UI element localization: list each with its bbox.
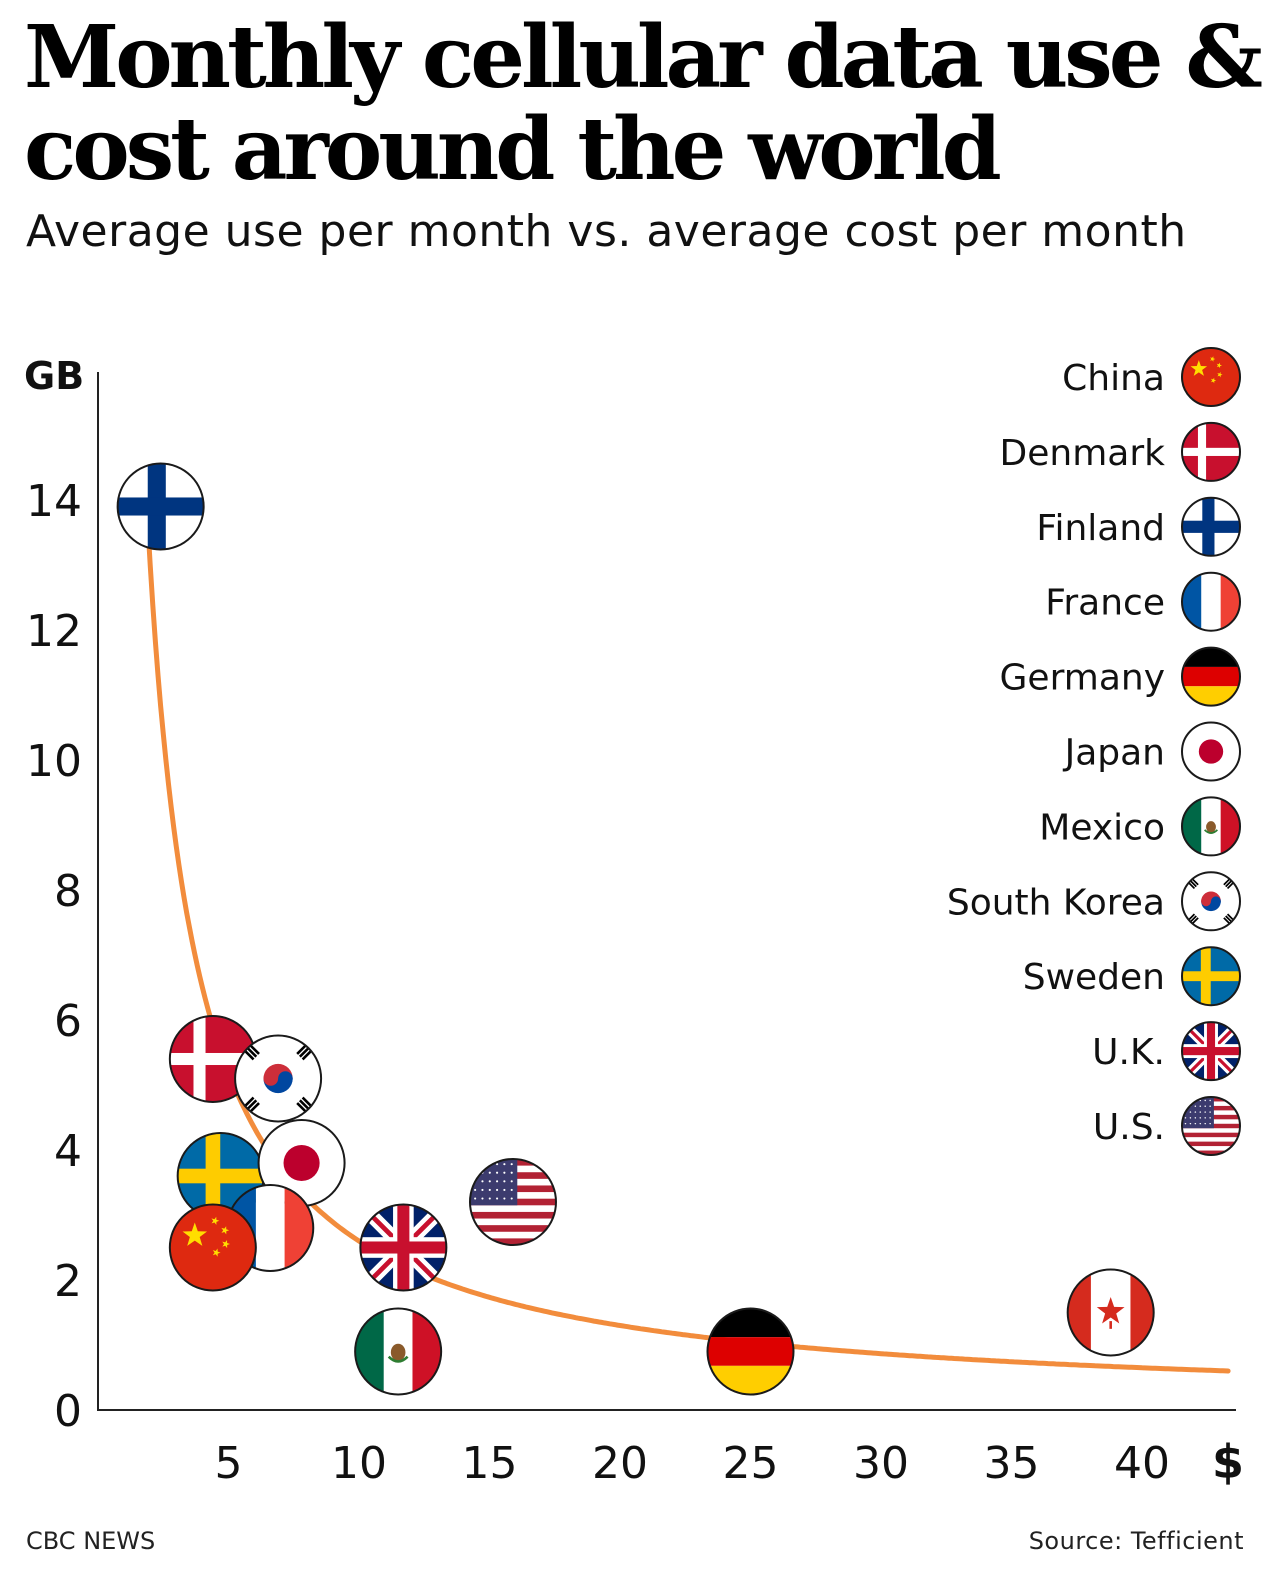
legend-label: France <box>1045 583 1165 624</box>
y-tick-label: 2 <box>54 1256 82 1307</box>
x-tick-label: 20 <box>592 1438 648 1489</box>
legend-item: Japan <box>1063 721 1241 782</box>
chart-title: Monthly cellular data use & cost around … <box>24 7 1263 200</box>
y-tick-label: 6 <box>54 996 82 1047</box>
legend-label: U.K. <box>1092 1032 1165 1073</box>
uk-flag-icon <box>359 1203 448 1292</box>
legend-label: Finland <box>1036 508 1165 549</box>
trend-curve <box>142 468 1231 1374</box>
legend-item: China <box>1062 347 1241 407</box>
legend-item: U.S. <box>1093 1096 1241 1156</box>
legend-item: France <box>1045 571 1241 632</box>
legend-label: Japan <box>1063 733 1165 774</box>
legend-mexico-flag-icon <box>1181 796 1241 857</box>
legend-item: Sweden <box>1023 946 1241 1007</box>
x-tick-label: 25 <box>723 1438 779 1489</box>
legend-label: South Korea <box>947 882 1165 923</box>
x-tick-label: 40 <box>1114 1438 1170 1489</box>
us-flag-icon <box>468 1158 557 1246</box>
finland-flag-icon <box>116 462 205 551</box>
china-flag-icon <box>168 1203 257 1292</box>
legend-item: U.K. <box>1092 1021 1241 1082</box>
x-tick-label: 35 <box>984 1438 1040 1489</box>
south-korea-flag-icon <box>234 1034 323 1123</box>
y-tick-label: 12 <box>26 606 82 657</box>
legend-label: Mexico <box>1039 807 1165 848</box>
legend-china-flag-icon <box>1181 347 1241 407</box>
legend-label: China <box>1062 358 1165 399</box>
legend-denmark-flag-icon <box>1181 421 1241 482</box>
legend-us-flag-icon <box>1181 1096 1241 1156</box>
legend-germany-flag-icon <box>1181 646 1241 707</box>
y-tick-label: 10 <box>26 736 82 787</box>
legend-item: Germany <box>1000 646 1241 707</box>
mexico-flag-icon <box>354 1307 443 1396</box>
y-tick-label: 8 <box>54 866 82 917</box>
y-tick-label: 4 <box>54 1126 82 1177</box>
x-tick-label: 5 <box>215 1438 243 1489</box>
y-axis-label: GB <box>24 354 84 398</box>
legend-uk-flag-icon <box>1181 1021 1241 1082</box>
legend-label: Sweden <box>1023 957 1165 998</box>
x-axis-label: $ <box>1212 1435 1244 1489</box>
credit-text: CBC NEWS <box>26 1527 156 1555</box>
x-tick-label: 10 <box>331 1438 387 1489</box>
canada-flag-icon <box>1066 1268 1155 1357</box>
x-tick-label: 30 <box>853 1438 909 1489</box>
legend-south-korea-flag-icon <box>1181 871 1241 932</box>
legend-item: Finland <box>1036 496 1241 557</box>
legend-france-flag-icon <box>1181 571 1241 632</box>
legend-label: Germany <box>1000 658 1165 699</box>
y-tick-label: 14 <box>26 476 82 527</box>
chart-subtitle: Average use per month vs. average cost p… <box>26 206 1187 257</box>
legend-item: South Korea <box>947 871 1241 932</box>
legend-sweden-flag-icon <box>1181 946 1241 1007</box>
legend-japan-flag-icon <box>1181 721 1241 782</box>
x-tick-label: 15 <box>462 1438 518 1489</box>
legend-label: Denmark <box>1000 433 1166 474</box>
source-text: Source: Tefficient <box>1028 1527 1244 1555</box>
legend-label: U.S. <box>1093 1107 1165 1148</box>
legend-item: Denmark <box>1000 421 1241 482</box>
y-tick-label: 0 <box>54 1386 82 1437</box>
legend-finland-flag-icon <box>1181 496 1241 557</box>
legend-item: Mexico <box>1039 796 1241 857</box>
germany-flag-icon <box>706 1307 795 1396</box>
